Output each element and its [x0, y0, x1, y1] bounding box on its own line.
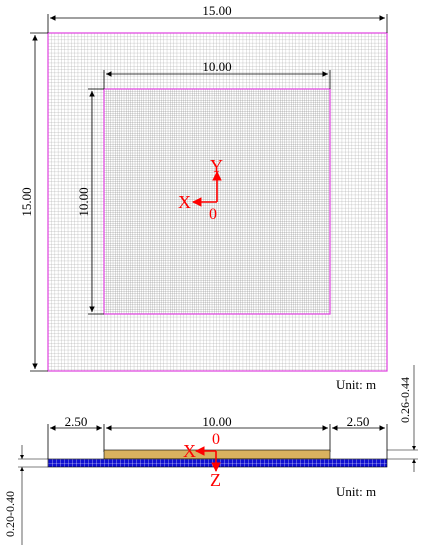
tan-layer: [103, 449, 331, 460]
outer-width-label: 15.00: [202, 3, 231, 18]
z-axis-label: Z: [210, 470, 221, 490]
section-unit-label: Unit: m: [336, 484, 376, 499]
right-width-label: 2.50: [347, 414, 370, 429]
section-width-dimensions: 2.50 10.00 2.50: [47, 414, 388, 459]
inner-width-label: 10.00: [202, 59, 231, 74]
blue-mesh: [47, 458, 388, 468]
outer-width-dimension: 15.00: [47, 3, 388, 33]
section-x-label: X: [183, 441, 196, 461]
x-axis-label: X: [178, 192, 191, 212]
inner-width-dimension: 10.00: [103, 59, 331, 89]
plan-view: 15.00 15.00 10.00 10.00 Y X: [19, 3, 388, 392]
center-width-label: 10.00: [202, 414, 231, 429]
section-view: 2.50 10.00 2.50 0.20-0.40 0.26-0.44: [3, 365, 418, 545]
plan-unit-label: Unit: m: [336, 377, 376, 392]
y-axis-label: Y: [210, 156, 223, 176]
origin-label: 0: [209, 206, 217, 223]
section-axis: X 0 Z: [183, 431, 221, 490]
top-thickness-label: 0.26-0.44: [398, 377, 412, 423]
inner-height-label: 10.00: [76, 187, 91, 216]
bottom-thickness-label: 0.20-0.40: [3, 491, 17, 537]
inner-height-dimension: 10.00: [76, 88, 104, 315]
left-thickness-marks: 0.20-0.40: [3, 445, 48, 545]
outer-height-dimension: 15.00: [19, 32, 48, 372]
left-width-label: 2.50: [65, 414, 88, 429]
section-origin-label: 0: [212, 431, 220, 448]
outer-height-label: 15.00: [19, 187, 34, 216]
right-thickness-marks: 0.26-0.44: [387, 365, 418, 472]
plan-axis: Y X 0: [178, 156, 223, 223]
